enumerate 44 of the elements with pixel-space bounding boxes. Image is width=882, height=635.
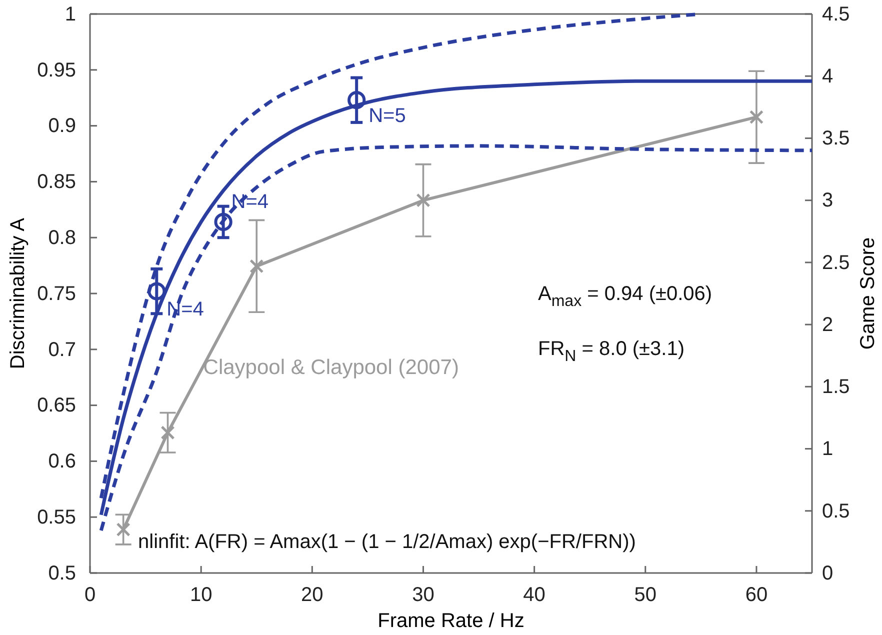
y2-tick-label: 1.5 bbox=[822, 376, 850, 398]
y2-tick-label: 3.5 bbox=[822, 128, 850, 150]
annotation: A$_{max}$ = 0.94 (±0.06) bbox=[538, 283, 712, 310]
y-axis-title: Discriminability A bbox=[7, 217, 29, 370]
annotation: nlinfit: A(FR) = Amax(1 − (1 − 1/2/Amax) exp(−FR/FRN)) bbox=[138, 531, 636, 553]
y-tick-label: 0.65 bbox=[37, 394, 76, 417]
y-tick-label: 0.7 bbox=[48, 338, 76, 361]
y-tick-label: 0.6 bbox=[48, 450, 76, 473]
y2-tick-label: 2.5 bbox=[822, 252, 850, 274]
point bbox=[348, 91, 366, 110]
y2-tick-label: 4.5 bbox=[822, 3, 850, 26]
y-tick-label: 0.55 bbox=[37, 506, 76, 528]
x-tick-label: 50 bbox=[634, 584, 657, 606]
y2-tick-label: 4 bbox=[822, 66, 834, 88]
y-tick-label: 0.85 bbox=[37, 171, 76, 194]
point bbox=[148, 282, 166, 300]
series-label: Claypool & Claypool (2007) bbox=[203, 356, 459, 380]
y2-tick-label: 3 bbox=[822, 190, 834, 212]
y2-tick-label: 0 bbox=[822, 562, 834, 584]
point bbox=[250, 259, 264, 274]
y-tick-label: 0.8 bbox=[48, 227, 76, 249]
point bbox=[749, 110, 764, 124]
annotation: N=5 bbox=[368, 105, 406, 128]
annotation: FR$_{N}$ = 8.0 (±3.1) bbox=[538, 338, 684, 365]
y-tick-label: 1 bbox=[64, 3, 76, 26]
x-axis-title: Frame Rate / Hz bbox=[378, 610, 524, 632]
x-tick-label: 40 bbox=[523, 584, 546, 606]
point bbox=[160, 426, 175, 440]
y2-tick-label: 2 bbox=[822, 314, 834, 336]
y-tick-label: 0.75 bbox=[37, 282, 76, 305]
x-tick-label: 0 bbox=[84, 584, 96, 606]
y-tick-label: 0.9 bbox=[48, 115, 76, 138]
point bbox=[116, 522, 130, 537]
point bbox=[214, 212, 232, 231]
x-tick-label: 10 bbox=[190, 584, 212, 606]
point bbox=[416, 193, 430, 208]
y2-axis-title: Game Score bbox=[857, 237, 879, 350]
x-tick-label: 30 bbox=[412, 584, 434, 606]
x-tick-label: 60 bbox=[745, 584, 768, 606]
y2-tick-label: 0.5 bbox=[822, 500, 850, 522]
y-tick-label: 0.95 bbox=[37, 59, 76, 82]
y-tick-label: 0.5 bbox=[48, 562, 76, 584]
y2-tick-label: 1 bbox=[822, 438, 834, 460]
x-tick-label: 20 bbox=[301, 584, 324, 606]
